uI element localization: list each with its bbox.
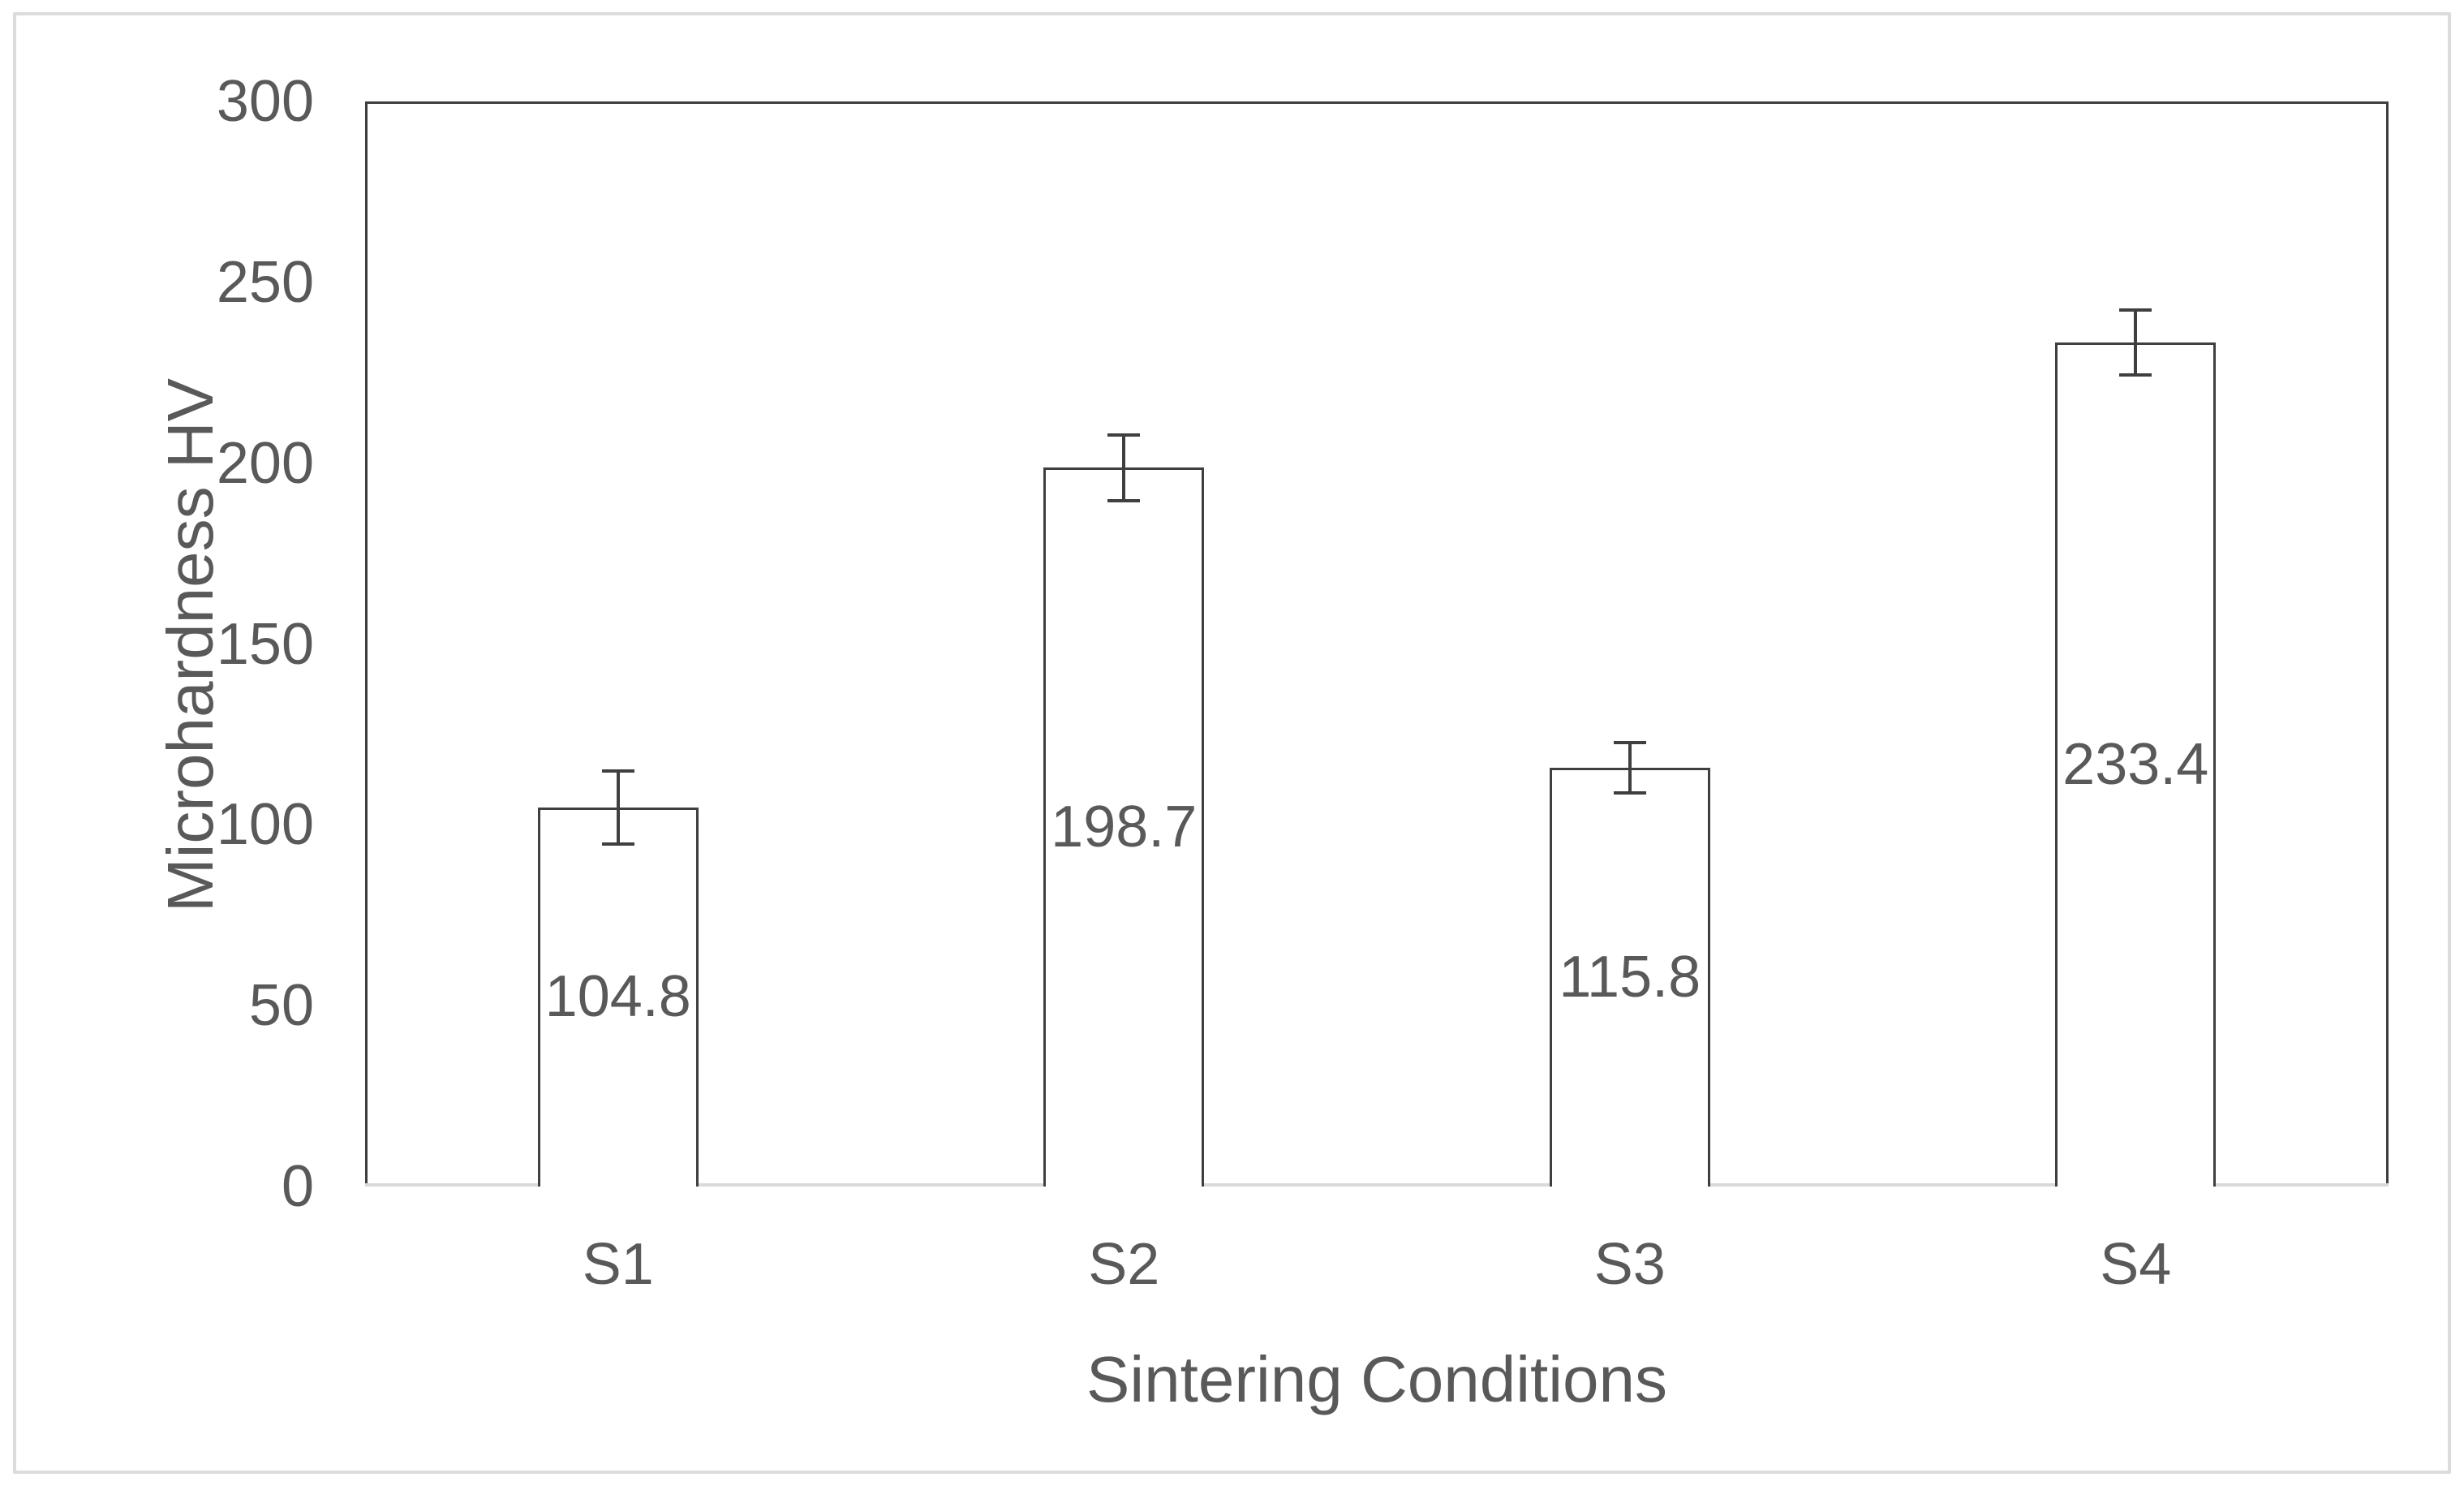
- data-label-s4: 233.4: [2062, 731, 2209, 797]
- data-label-s3: 115.8: [1559, 944, 1701, 1010]
- error-bar-lower-cap-s1: [601, 842, 634, 846]
- bar-s3: [1549, 767, 1710, 1187]
- y-tick-label-0: 0: [281, 1154, 314, 1219]
- bar-s4: [2055, 342, 2217, 1187]
- x-axis-line: [365, 1183, 2389, 1187]
- error-bar-lower-cap-s3: [1613, 791, 1646, 795]
- error-bar-s1: [616, 771, 620, 844]
- bar-s2: [1043, 467, 1205, 1187]
- error-bar-upper-cap-s2: [1107, 433, 1141, 437]
- data-label-s2: 198.7: [1051, 795, 1198, 860]
- y-axis-line: [365, 101, 368, 1187]
- bar-s1: [537, 807, 699, 1187]
- y-tick-label-100: 100: [216, 792, 314, 858]
- error-bar-s2: [1122, 435, 1126, 501]
- y-axis-title: Microhardness HV: [154, 378, 226, 913]
- y-tick-label-200: 200: [216, 430, 314, 496]
- error-bar-upper-cap-s1: [601, 769, 634, 773]
- y-tick-label-150: 150: [216, 611, 314, 677]
- plot-area: 104.8 198.7 115.8 233.4: [365, 101, 2389, 1187]
- error-bar-lower-cap-s2: [1107, 498, 1141, 502]
- x-tick-label-s4: S4: [2100, 1232, 2172, 1297]
- plot-frame-right: [2386, 101, 2389, 1187]
- x-axis-title: Sintering Conditions: [1086, 1343, 1667, 1415]
- error-bar-upper-cap-s3: [1613, 740, 1646, 744]
- y-tick-label-300: 300: [216, 69, 314, 134]
- x-tick-label-s2: S2: [1088, 1232, 1160, 1297]
- data-label-s1: 104.8: [544, 964, 691, 1030]
- plot-frame-top: [365, 101, 2389, 104]
- error-bar-upper-cap-s4: [2119, 308, 2152, 312]
- y-tick-label-250: 250: [216, 249, 314, 315]
- x-tick-label-s3: S3: [1593, 1232, 1666, 1297]
- error-bar-s3: [1628, 742, 1632, 794]
- x-tick-label-s1: S1: [582, 1232, 654, 1297]
- error-bar-s4: [2134, 309, 2138, 375]
- y-tick-label-50: 50: [248, 973, 314, 1039]
- error-bar-lower-cap-s4: [2119, 373, 2152, 377]
